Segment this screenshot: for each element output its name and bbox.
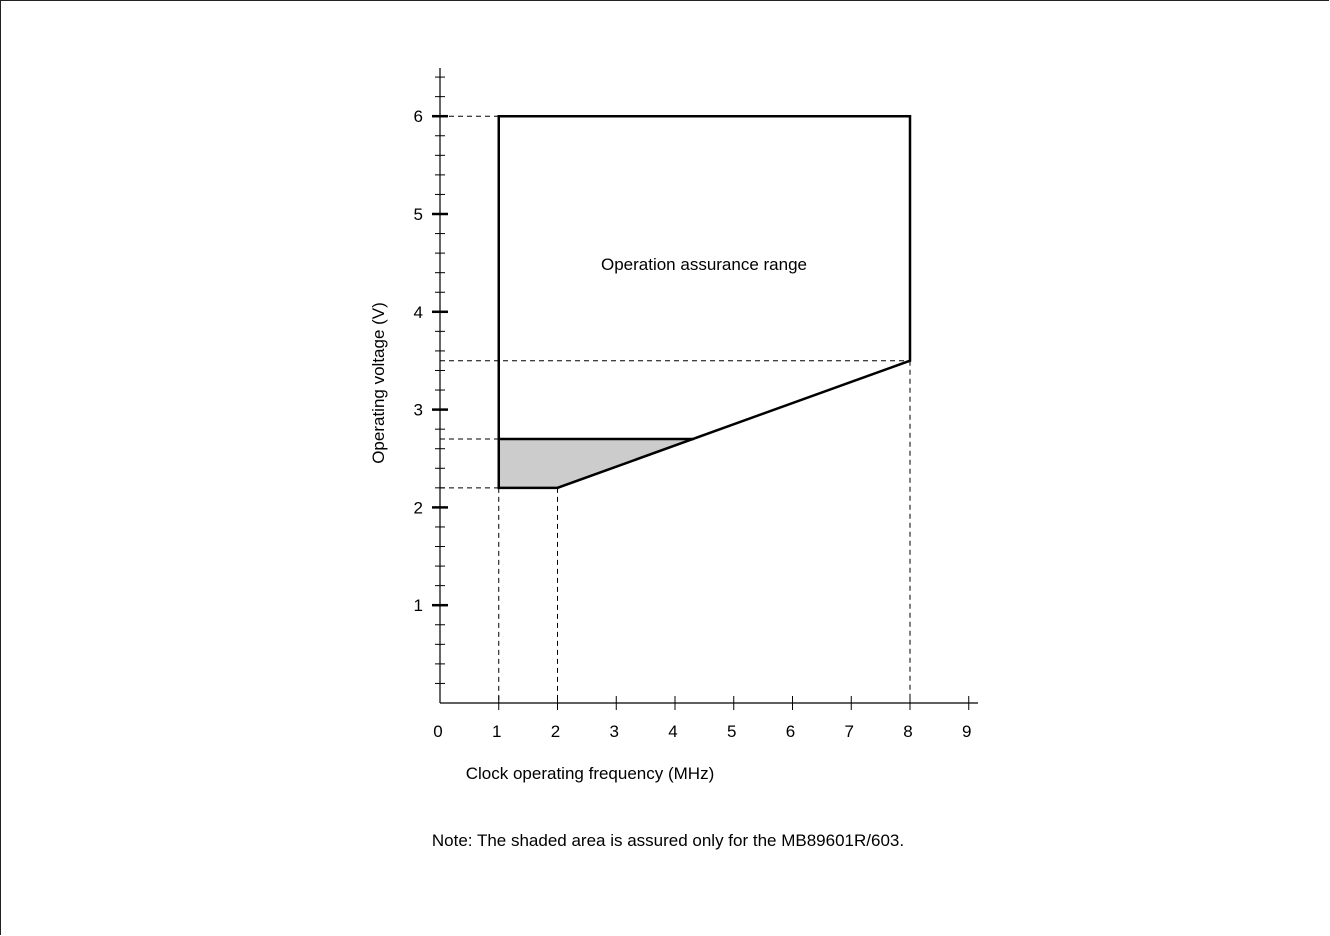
y-tick-label: 3 [414,401,423,420]
chart-note: Note: The shaded area is assured only fo… [432,831,904,850]
x-tick-label: 3 [610,722,619,741]
axes-layer [432,68,978,710]
shaded-area [498,438,694,488]
y-tick-label: 6 [414,107,423,126]
x-axis-label: Clock operating frequency (MHz) [466,764,714,783]
y-axis-label: Operating voltage (V) [369,302,388,464]
y-tick-label: 5 [414,205,423,224]
x-tick-label: 6 [786,722,795,741]
x-tick-label: 0 [433,722,442,741]
x-tick-label: 9 [962,722,971,741]
operation-region-outline [497,114,912,490]
y-tick-label: 4 [414,303,423,322]
labels-layer: Operation assurance range Clock operatin… [369,107,971,850]
x-tick-label: 7 [845,722,854,741]
reference-lines-layer [440,115,911,703]
y-tick-label: 1 [414,596,423,615]
x-tick-label: 5 [727,722,736,741]
shaded-region-layer [498,438,694,488]
y-tick-label: 2 [414,498,423,517]
x-tick-label: 4 [668,722,677,741]
region-label: Operation assurance range [601,255,807,274]
x-tick-label: 8 [903,722,912,741]
x-tick-label: 1 [492,722,501,741]
x-tick-label: 2 [551,722,560,741]
operation-region-layer [497,114,912,490]
